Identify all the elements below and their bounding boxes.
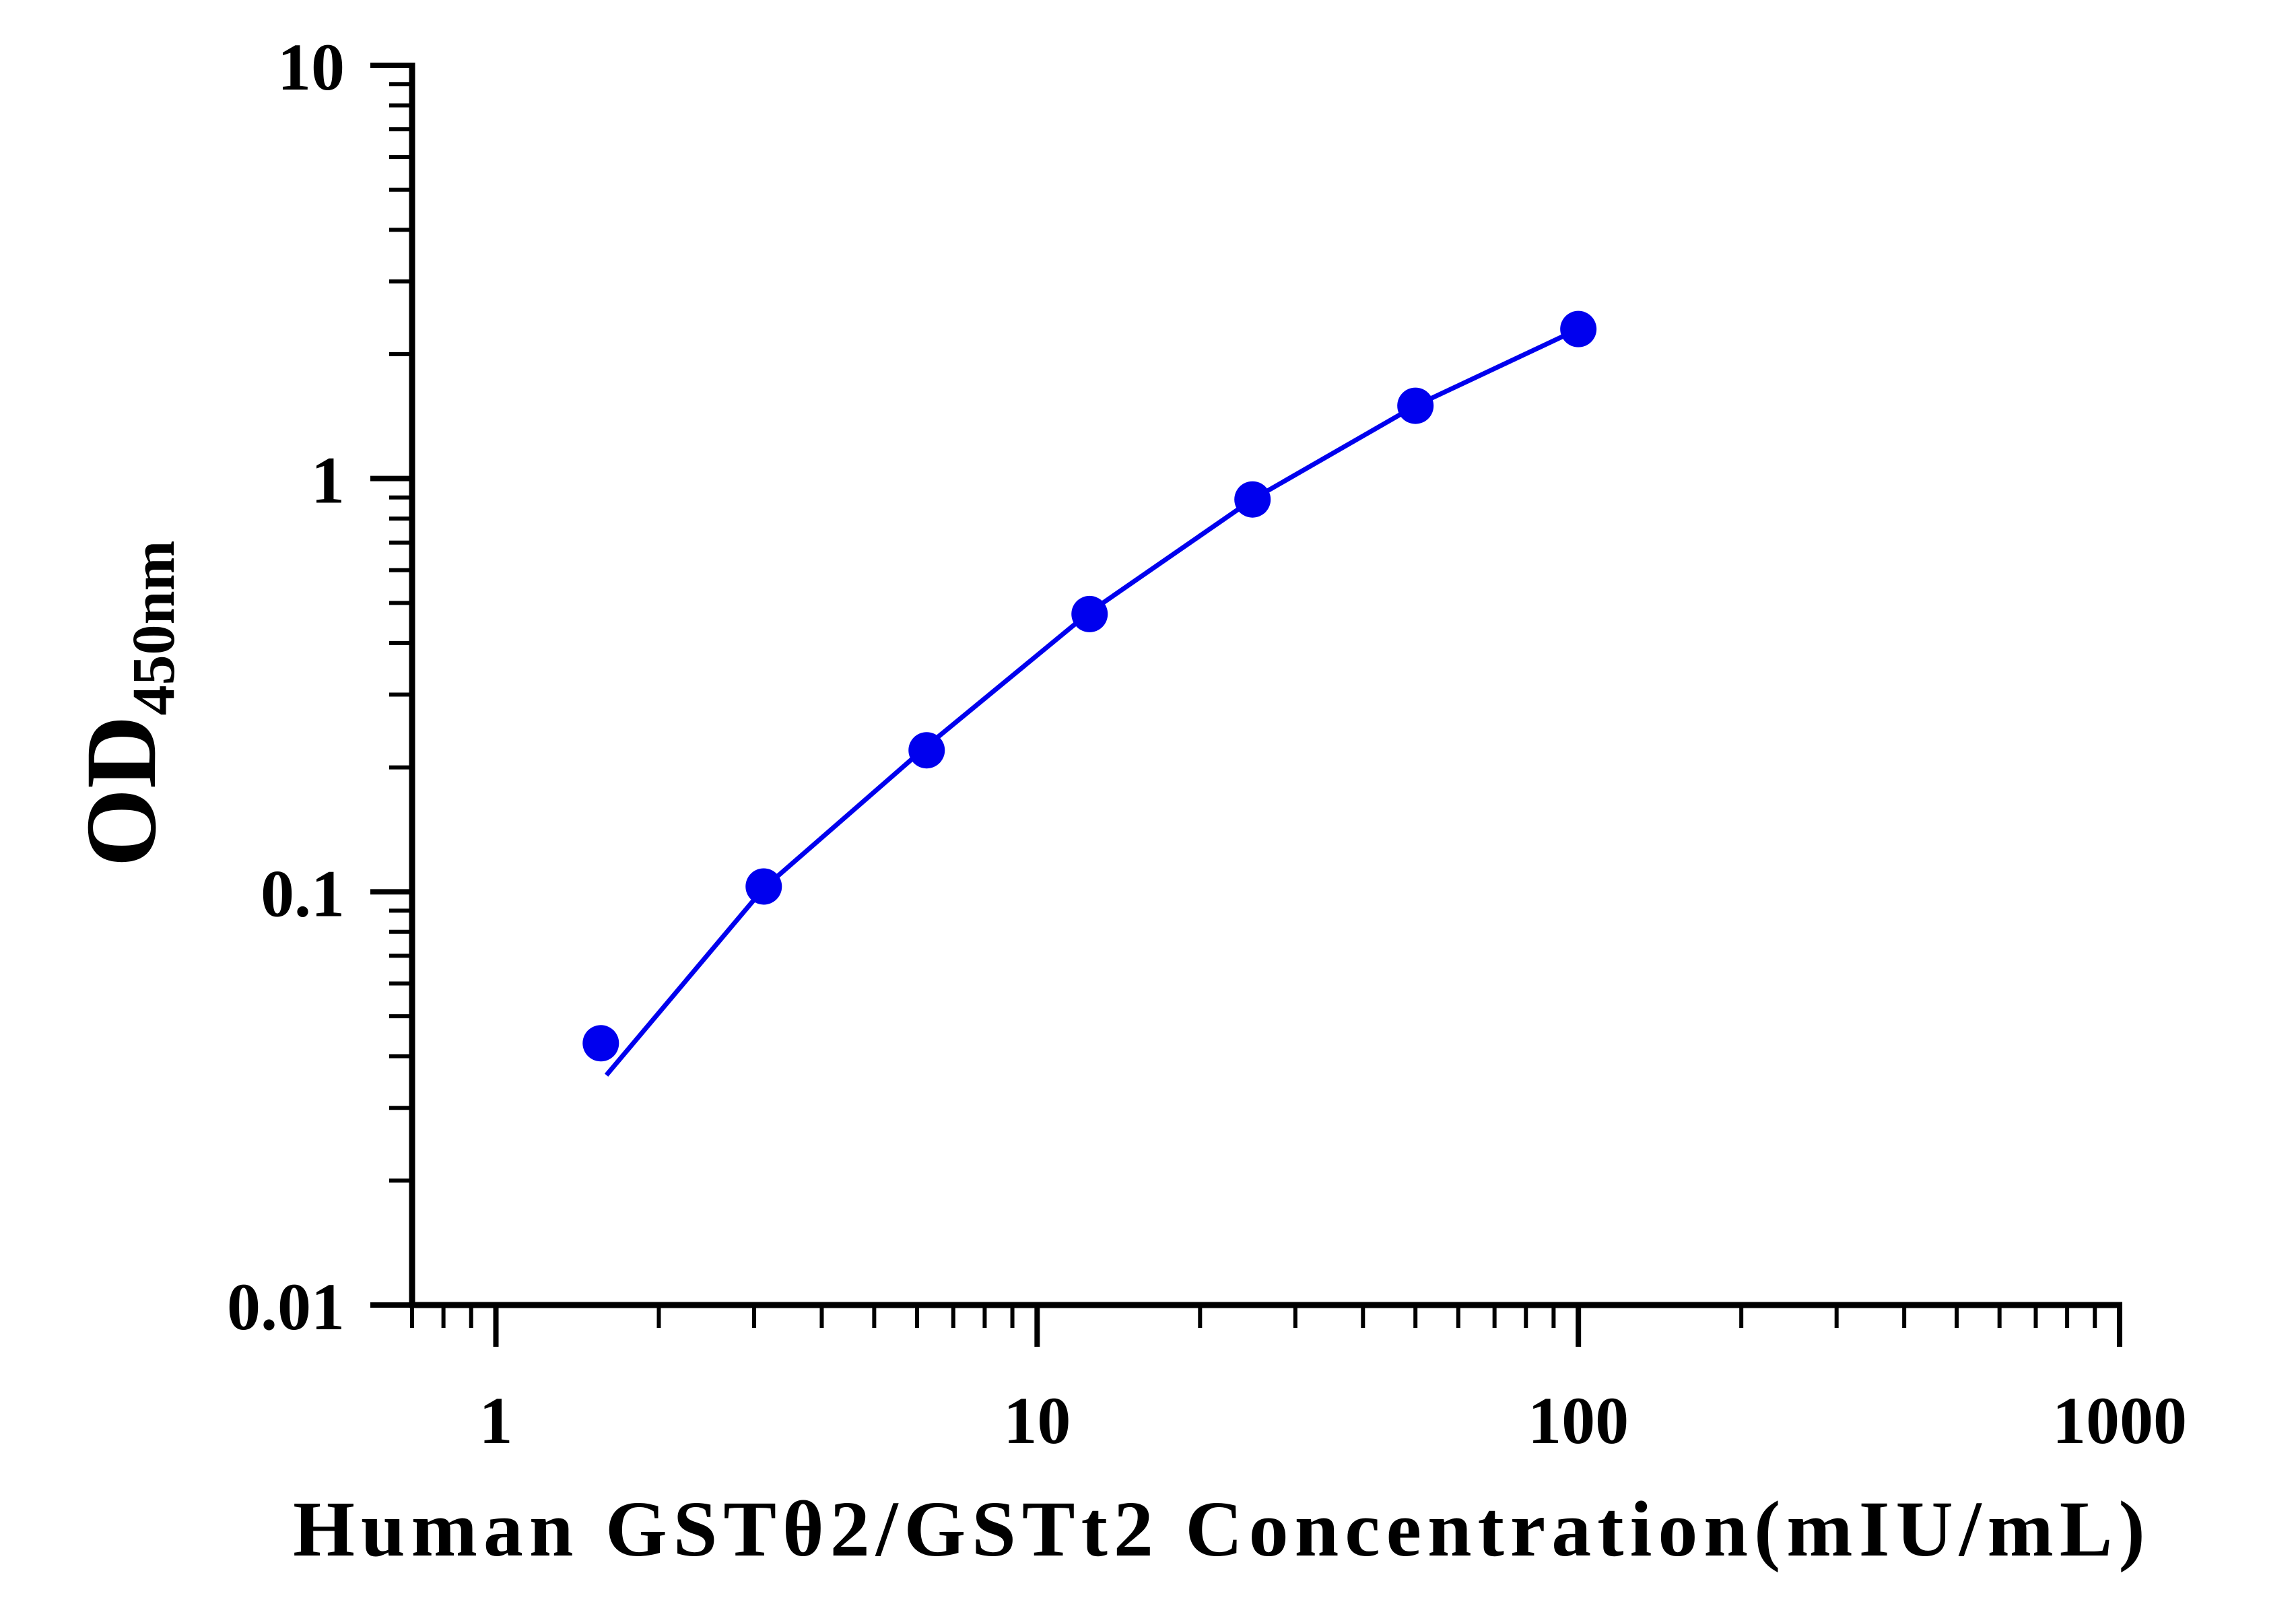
y-tick-label: 1 [311, 443, 345, 518]
data-point [1234, 481, 1271, 518]
data-point [908, 732, 945, 769]
data-point [1071, 595, 1108, 632]
data-point [1560, 310, 1597, 347]
y-tick-label: 0.1 [261, 856, 345, 931]
data-point [745, 868, 782, 905]
x-tick-labels: 1 10 100 1000 [479, 1383, 2187, 1458]
y-axis-title-subscript: 450nm [121, 540, 187, 715]
y-tick-label: 10 [277, 30, 345, 104]
x-tick-label: 1 [479, 1383, 513, 1458]
data-points [582, 310, 1597, 1062]
y-tick-label: 0.01 [227, 1269, 345, 1344]
data-point [582, 1025, 619, 1062]
y-axis-title-main: OD [65, 716, 177, 867]
axes [370, 63, 2122, 1347]
y-tick-labels: 0.01 0.1 1 10 [227, 30, 345, 1344]
x-tick-label: 1000 [2052, 1383, 2187, 1458]
y-axis-title: OD450nm [65, 540, 187, 867]
data-point [1397, 387, 1434, 424]
x-tick-label: 100 [1528, 1383, 1629, 1458]
x-tick-label: 10 [1003, 1383, 1071, 1458]
fit-curve-line [604, 327, 1580, 1077]
x-axis-title: Human GSTθ2/GSTt2 Concentration(mIU/mL) [293, 1485, 2151, 1573]
